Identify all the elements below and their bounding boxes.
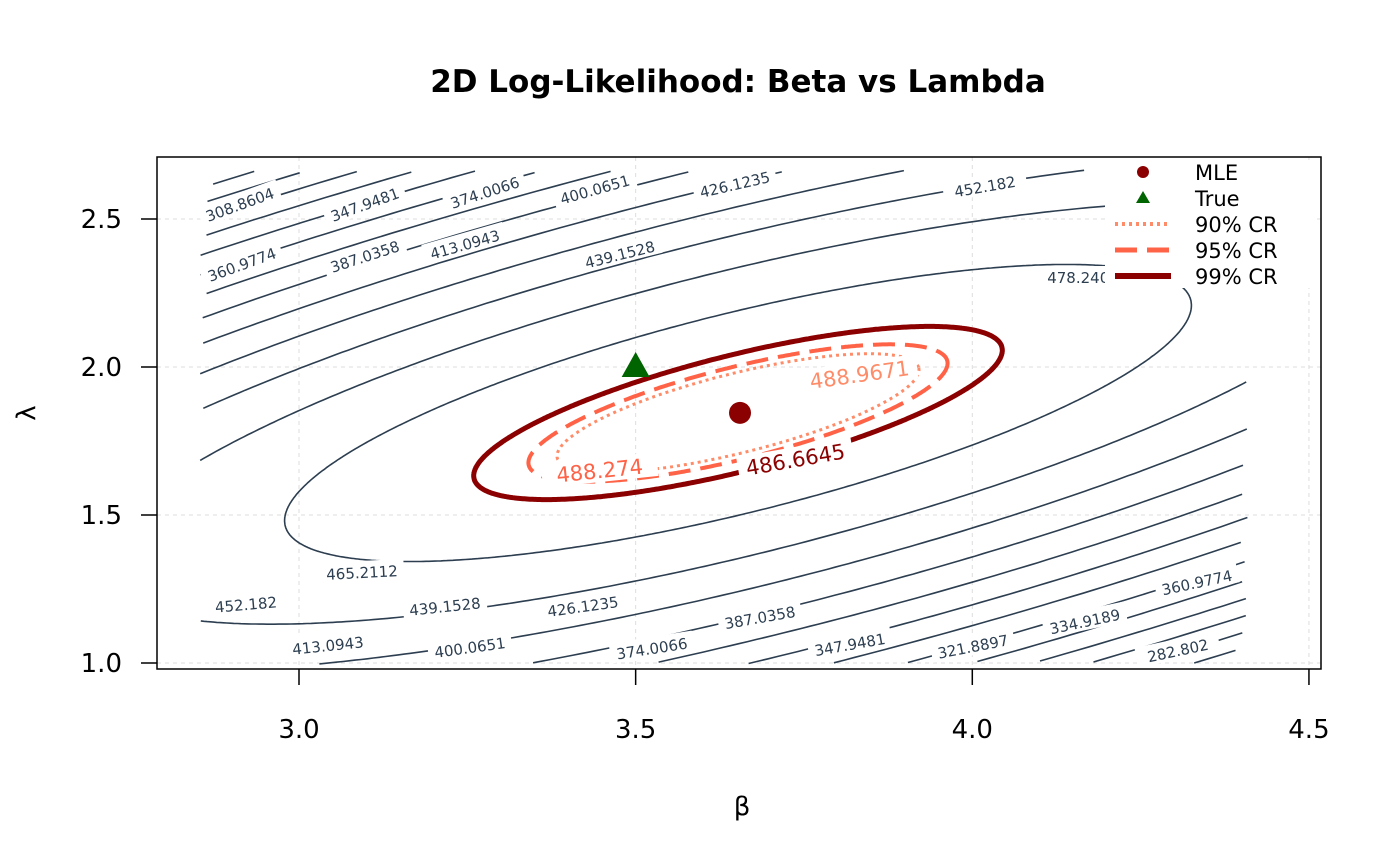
contour-line	[202, 171, 1243, 663]
contour-line	[202, 171, 1248, 665]
contour-label-bg	[1153, 562, 1240, 600]
contour-label: 478.2405	[1047, 269, 1119, 287]
contour-label-bg	[1041, 601, 1128, 639]
contour-labels: 308.8604360.9774347.9481387.0358374.0066…	[196, 163, 1240, 668]
legend-label: MLE	[1195, 161, 1238, 185]
contour-label-bg	[203, 589, 289, 617]
contour-label-bg	[929, 627, 1016, 663]
contour-label: 400.0651	[433, 634, 506, 662]
contour-label-bg	[321, 232, 408, 278]
contour-line	[206, 171, 1247, 662]
contour-line	[205, 170, 1247, 663]
y-tick-label: 2.0	[81, 353, 122, 383]
contour-label-bg	[806, 625, 893, 661]
cr-label-bg	[540, 452, 659, 489]
contour-label: 452.182	[953, 173, 1017, 201]
contour-label-bg	[401, 590, 488, 620]
contour-label-bg	[608, 630, 695, 664]
contour-line	[200, 171, 1245, 664]
contour-line	[206, 170, 1242, 664]
contour-label-bg	[941, 167, 1028, 203]
legend-label: 95% CR	[1195, 239, 1278, 263]
legend-mle-icon	[1137, 166, 1149, 178]
y-tick-label: 2.5	[81, 205, 122, 235]
x-tick-label: 3.0	[278, 715, 319, 745]
contour-label-bg	[1134, 630, 1221, 668]
y-tick-label: 1.0	[81, 649, 122, 679]
contour-label-bg	[196, 179, 283, 227]
chart-title: 2D Log-Likelihood: Beta vs Lambda	[430, 64, 1046, 100]
contour-label-bg	[426, 630, 513, 662]
cr-label: 488.9671	[808, 356, 911, 394]
contour-label-bg	[716, 598, 803, 634]
cr-label-bg	[800, 354, 919, 394]
contour-label-bg	[1041, 266, 1125, 286]
contour-label-bg	[319, 558, 405, 584]
contour-label-bg	[441, 168, 528, 214]
cr-label: 488.274	[555, 455, 644, 488]
x-tick-label: 3.5	[615, 715, 656, 745]
y-axis-label: λ	[12, 405, 42, 420]
contour-label: 426.1235	[546, 593, 619, 621]
plot-frame	[156, 156, 1322, 670]
mle-point	[729, 401, 752, 424]
credible-region-dashed	[526, 342, 950, 484]
contour-line	[212, 170, 1236, 664]
contour-label: 387.0358	[328, 237, 402, 276]
legend-label: True	[1194, 187, 1240, 211]
contour-label: 400.0651	[558, 171, 632, 208]
contour-label: 465.2112	[326, 562, 398, 584]
contour-label: 452.182	[214, 593, 277, 616]
legend-label: 90% CR	[1195, 213, 1278, 237]
credible-region-dotted	[555, 352, 921, 474]
contour-label-bg	[551, 166, 638, 210]
cr-label-bg	[736, 437, 855, 481]
contour-label-bg	[539, 589, 626, 621]
axes: 3.0 3.5 4.0 4.5 1.0 1.5 2.0 2.5	[81, 205, 1330, 745]
credible-region-solid	[471, 323, 1005, 503]
contour-label-bg	[421, 221, 508, 265]
contour-label-bg	[576, 233, 663, 273]
x-tick-label: 4.5	[1288, 715, 1329, 745]
legend-label: 99% CR	[1195, 265, 1278, 289]
contour-line	[199, 201, 1247, 625]
points	[621, 352, 752, 424]
x-axis-label: β	[734, 792, 751, 822]
legend-background	[1105, 160, 1315, 288]
y-tick-label: 1.5	[81, 501, 122, 531]
contour-label: 374.0066	[448, 173, 522, 212]
true-point	[621, 352, 650, 377]
x-tick-label: 4.0	[952, 715, 993, 745]
legend-true-icon	[1136, 191, 1150, 203]
contour-label-bg	[284, 629, 371, 659]
contour-label-bg	[198, 239, 285, 287]
contour-line	[202, 169, 1248, 665]
contour-line	[283, 263, 1193, 563]
contour-label-bg	[691, 163, 778, 203]
contour-label-bg	[321, 179, 408, 227]
